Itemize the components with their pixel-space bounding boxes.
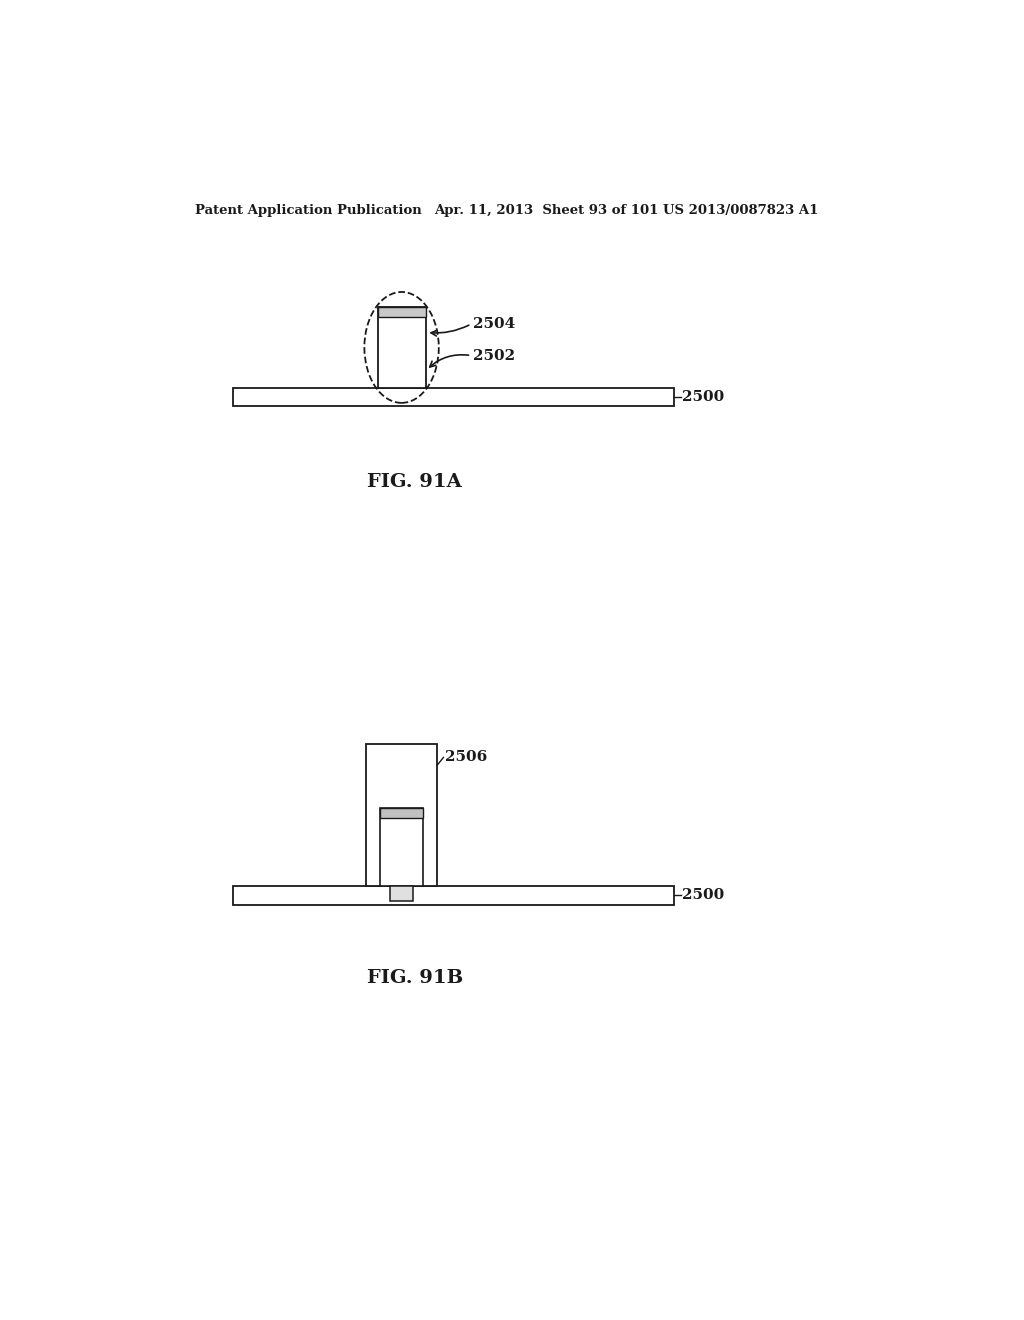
Text: 2506: 2506 [445, 751, 487, 764]
Text: 2502: 2502 [473, 348, 515, 363]
Bar [390, 886, 414, 902]
Text: US 2013/0087823 A1: US 2013/0087823 A1 [663, 205, 818, 218]
Text: Patent Application Publication: Patent Application Publication [196, 205, 422, 218]
Text: 2500: 2500 [682, 391, 724, 404]
Text: 2504: 2504 [473, 317, 515, 331]
Bar [380, 808, 423, 817]
Bar [232, 886, 675, 904]
Bar [232, 388, 675, 407]
Text: FIG. 91B: FIG. 91B [367, 969, 463, 987]
Bar [378, 308, 426, 388]
Bar [378, 308, 426, 317]
Bar [380, 808, 423, 886]
Text: FIG. 91A: FIG. 91A [368, 473, 462, 491]
Bar [366, 743, 437, 886]
Text: 2500: 2500 [682, 888, 724, 903]
Text: Apr. 11, 2013  Sheet 93 of 101: Apr. 11, 2013 Sheet 93 of 101 [434, 205, 658, 218]
